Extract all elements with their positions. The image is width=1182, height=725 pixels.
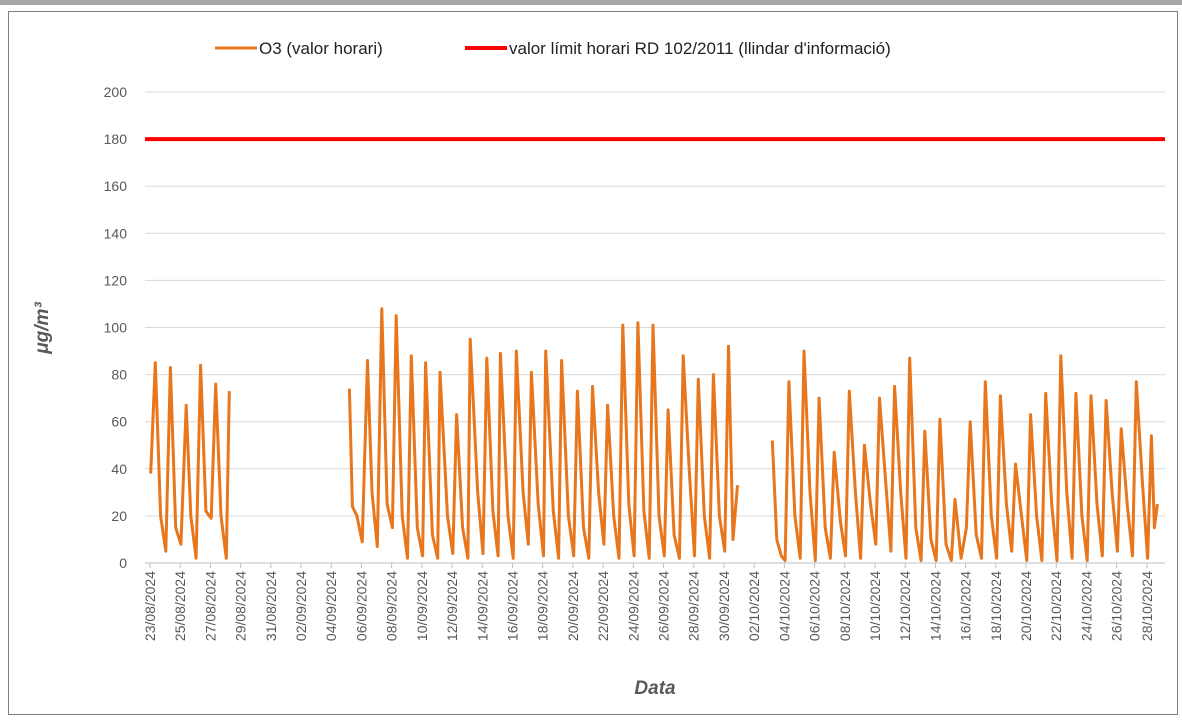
y-tick-label: 180	[104, 131, 128, 147]
x-tick-label: 26/09/2024	[656, 571, 672, 641]
x-tick-label: 06/09/2024	[353, 571, 369, 641]
x-tick-label: 08/09/2024	[384, 571, 400, 641]
x-tick-label: 16/09/2024	[504, 571, 520, 641]
y-tick-label: 20	[111, 508, 127, 524]
x-tick-label: 22/10/2024	[1048, 571, 1064, 641]
x-tick-label: 10/09/2024	[414, 571, 430, 641]
series-line	[149, 307, 1159, 563]
y-tick-label: 100	[104, 320, 128, 336]
x-tick-label: 29/08/2024	[233, 571, 249, 641]
x-tick-label: 28/10/2024	[1139, 571, 1155, 641]
legend-label: O3 (valor horari)	[259, 39, 383, 58]
x-tick-label: 18/09/2024	[535, 571, 551, 641]
y-tick-label: 0	[119, 555, 127, 571]
x-tick-label: 30/09/2024	[716, 571, 732, 641]
x-tick-label: 24/09/2024	[625, 571, 641, 641]
x-tick-label: 20/09/2024	[565, 571, 581, 641]
y-tick-label: 60	[111, 414, 127, 430]
x-tick-label: 23/08/2024	[142, 571, 158, 641]
y-tick-label: 120	[104, 272, 128, 288]
x-tick-label: 25/08/2024	[172, 571, 188, 641]
x-tick-label: 04/10/2024	[776, 571, 792, 641]
x-tick-label: 12/10/2024	[897, 571, 913, 641]
x-tick-label: 10/10/2024	[867, 571, 883, 641]
y-axis-title: μg/m³	[32, 302, 53, 355]
x-tick-label: 27/08/2024	[202, 571, 218, 641]
x-tick-label: 24/10/2024	[1078, 571, 1094, 641]
x-tick-label: 14/10/2024	[927, 571, 943, 641]
legend-label: valor límit horari RD 102/2011 (llindar …	[509, 39, 891, 58]
x-tick-label: 14/09/2024	[474, 571, 490, 641]
x-tick-label: 26/10/2024	[1109, 571, 1125, 641]
y-tick-label: 200	[104, 84, 128, 100]
y-tick-label: 40	[111, 461, 127, 477]
x-tick-label: 06/10/2024	[807, 571, 823, 641]
x-tick-label: 02/09/2024	[293, 571, 309, 641]
y-tick-label: 80	[111, 367, 127, 383]
x-tick-label: 31/08/2024	[263, 571, 279, 641]
x-tick-label: 04/09/2024	[323, 571, 339, 641]
chart-border	[8, 11, 1178, 715]
x-tick-label: 28/09/2024	[686, 571, 702, 641]
x-tick-label: 12/09/2024	[444, 571, 460, 641]
y-tick-label: 140	[104, 225, 128, 241]
x-tick-label: 22/09/2024	[595, 571, 611, 641]
y-tick-label: 160	[104, 178, 128, 194]
x-tick-label: 08/10/2024	[837, 571, 853, 641]
x-tick-label: 02/10/2024	[746, 571, 762, 641]
x-tick-label: 20/10/2024	[1018, 571, 1034, 641]
x-tick-label: 18/10/2024	[988, 571, 1004, 641]
top-bar	[0, 0, 1182, 5]
x-tick-label: 16/10/2024	[958, 571, 974, 641]
x-axis-title: Data	[634, 678, 676, 699]
